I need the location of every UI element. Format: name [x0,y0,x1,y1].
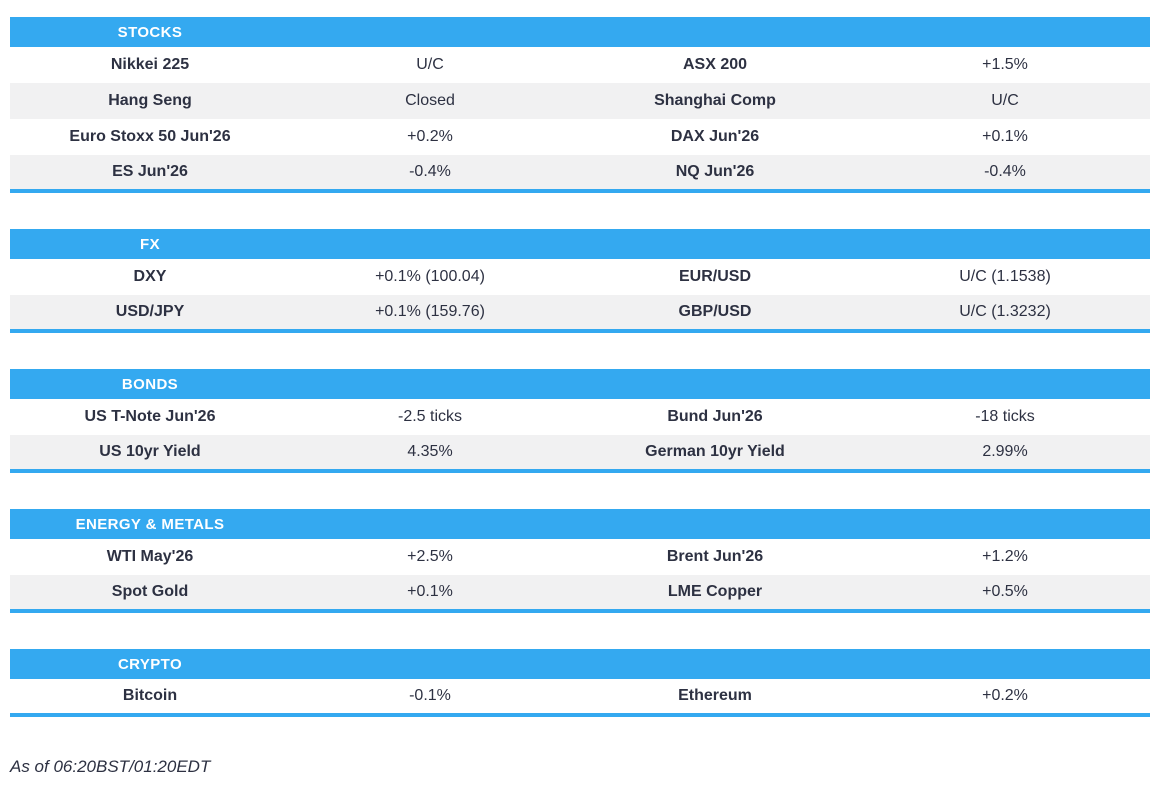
table-row: Nikkei 225 U/C ASX 200 +1.5% [10,47,1150,83]
bonds-header-row: BONDS [10,369,1150,399]
instrument-value: 4.35% [407,443,453,460]
instrument-label: US T-Note Jun'26 [84,408,216,425]
instrument-label: German 10yr Yield [645,443,785,460]
table-row: WTI May'26 +2.5% Brent Jun'26 +1.2% [10,539,1150,575]
instrument-label: ES Jun'26 [112,163,188,180]
energy-metals-section-title: ENERGY & METALS [75,515,225,533]
instrument-value: +0.1% [982,128,1028,145]
stocks-header-row: STOCKS [10,17,1150,47]
instrument-value: -0.4% [984,163,1026,180]
fx-header-band [290,229,1150,259]
energy-metals-header-band [290,509,1150,539]
bonds-section-header: BONDS [10,369,290,399]
instrument-label: Bitcoin [122,687,178,704]
instrument-value: +0.1% [407,583,453,600]
instrument-label: GBP/USD [678,303,752,320]
instrument-value: -18 ticks [975,408,1035,425]
instrument-label: Ethereum [678,687,752,704]
instrument-value: -0.4% [409,163,451,180]
table-row: ES Jun'26 -0.4% NQ Jun'26 -0.4% [10,155,1150,191]
instrument-value: +0.2% [982,687,1028,704]
energy-metals-table: ENERGY & METALS WTI May'26 +2.5% Brent J… [10,509,1150,613]
crypto-header-band [290,649,1150,679]
fx-table: FX DXY +0.1% (100.04) EUR/USD U/C (1.153… [10,229,1150,333]
crypto-section-header: CRYPTO [10,649,290,679]
crypto-table: CRYPTO Bitcoin -0.1% Ethereum +0.2% [10,649,1150,717]
table-row: Bitcoin -0.1% Ethereum +0.2% [10,679,1150,715]
instrument-value: U/C (1.1538) [959,268,1051,285]
table-row: DXY +0.1% (100.04) EUR/USD U/C (1.1538) [10,259,1150,295]
instrument-value: 2.99% [982,443,1028,460]
instrument-label: US 10yr Yield [99,443,201,460]
crypto-header-row: CRYPTO [10,649,1150,679]
instrument-label: Brent Jun'26 [666,548,764,565]
instrument-label: ASX 200 [682,56,748,73]
instrument-label: DXY [133,268,167,285]
fx-section-title: FX [140,235,160,253]
instrument-value: +1.2% [982,548,1028,565]
instrument-value: +1.5% [982,56,1028,73]
stocks-header-band [290,17,1150,47]
stocks-section-header: STOCKS [10,17,290,47]
instrument-label: Hang Seng [108,92,192,109]
instrument-value: +0.1% (100.04) [375,268,485,285]
table-row: US 10yr Yield 4.35% German 10yr Yield 2.… [10,435,1150,471]
bonds-section-title: BONDS [121,375,179,393]
instrument-value: -2.5 ticks [397,408,462,425]
energy-metals-header-row: ENERGY & METALS [10,509,1150,539]
instrument-value: U/C [416,56,444,73]
instrument-value: -0.1% [409,687,451,704]
instrument-label: NQ Jun'26 [675,163,755,180]
bonds-header-band [290,369,1150,399]
crypto-section-title: CRYPTO [117,655,183,673]
instrument-value: +0.1% (159.76) [375,303,485,320]
instrument-value: +0.5% [982,583,1028,600]
energy-metals-section-header: ENERGY & METALS [10,509,290,539]
table-row: USD/JPY +0.1% (159.76) GBP/USD U/C (1.32… [10,295,1150,331]
instrument-label: USD/JPY [115,303,185,320]
as-of-timestamp: As of 06:20BST/01:20EDT [10,757,211,776]
table-row: US T-Note Jun'26 -2.5 ticks Bund Jun'26 … [10,399,1150,435]
stocks-table: STOCKS Nikkei 225 U/C ASX 200 +1.5% Hang… [10,17,1150,193]
instrument-label: EUR/USD [678,268,751,285]
instrument-label: Nikkei 225 [110,56,190,73]
table-row: Euro Stoxx 50 Jun'26 +0.2% DAX Jun'26 +0… [10,119,1150,155]
market-wrap: STOCKS Nikkei 225 U/C ASX 200 +1.5% Hang… [10,17,1150,776]
instrument-label: DAX Jun'26 [670,128,760,145]
stocks-section-title: STOCKS [117,23,183,41]
table-row: Hang Seng Closed Shanghai Comp U/C [10,83,1150,119]
instrument-value: U/C (1.3232) [959,303,1051,320]
table-row: Spot Gold +0.1% LME Copper +0.5% [10,575,1150,611]
instrument-label: Euro Stoxx 50 Jun'26 [69,128,231,145]
instrument-label: WTI May'26 [106,548,194,565]
fx-section-header: FX [10,229,290,259]
instrument-label: Spot Gold [111,583,189,600]
instrument-value: Closed [405,92,455,109]
instrument-label: LME Copper [667,583,763,600]
instrument-label: Shanghai Comp [654,92,776,109]
instrument-label: Bund Jun'26 [667,408,763,425]
bonds-table: BONDS US T-Note Jun'26 -2.5 ticks Bund J… [10,369,1150,473]
instrument-value: +2.5% [407,548,453,565]
instrument-value: +0.2% [407,128,453,145]
fx-header-row: FX [10,229,1150,259]
instrument-value: U/C [991,92,1019,109]
